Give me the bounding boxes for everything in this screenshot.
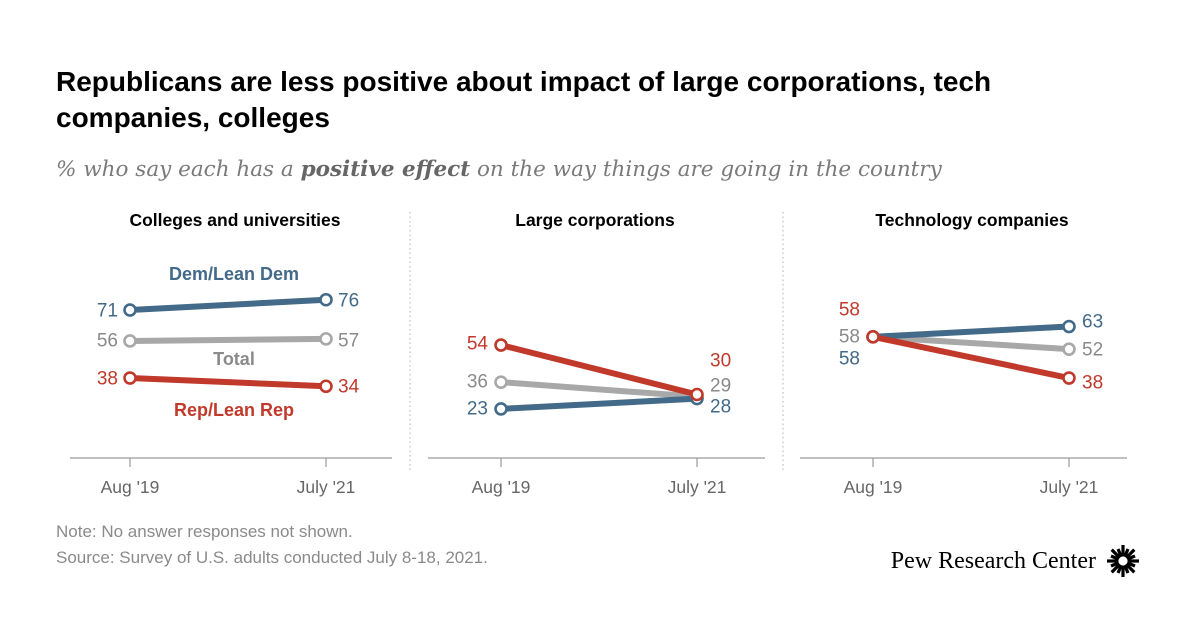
data-point-total: [319, 332, 333, 346]
data-point-dem: [123, 303, 137, 317]
sunburst-ray: [1116, 548, 1123, 558]
data-label-dem: 23: [467, 399, 488, 420]
pew-logo: Pew Research Center: [891, 544, 1140, 578]
subtitle-emphasis: positive effect: [300, 157, 471, 182]
series-line-total: [500, 379, 698, 400]
series-line-total: [129, 335, 327, 344]
sunburst-ray: [1125, 548, 1136, 559]
data-point-rep: [1062, 371, 1076, 385]
data-label-rep: 38: [97, 369, 118, 390]
x-tick-label: July '21: [1040, 477, 1099, 497]
series-name-total: Total: [213, 349, 255, 369]
data-label-rep: 54: [467, 334, 489, 355]
subtitle-suffix: on the way things are going in the count…: [470, 157, 942, 182]
sunburst-ray: [1123, 564, 1130, 574]
data-label-rep: 34: [338, 377, 360, 398]
data-label-rep: 58: [839, 300, 860, 321]
sunburst-ray: [1110, 563, 1121, 574]
data-label-dem: 76: [338, 291, 359, 312]
sunburst-ray: [1110, 554, 1120, 561]
data-point-total: [123, 334, 137, 348]
sunburst-ray: [1110, 548, 1121, 559]
x-tick-label: Aug '19: [844, 477, 903, 497]
chart-subtitle: % who say each has a positive effect on …: [56, 157, 942, 182]
note-text: Note: No answer responses not shown.: [56, 522, 353, 541]
series-line-dem: [129, 296, 327, 314]
sunburst-icon: [1107, 545, 1139, 577]
data-point-rep: [494, 338, 508, 352]
data-label-total: 58: [839, 327, 860, 348]
data-point-rep: [690, 387, 704, 402]
data-point-rep: [319, 379, 333, 394]
series-name-rep: Rep/Lean Rep: [174, 400, 294, 420]
panel-title: Technology companies: [875, 210, 1068, 230]
x-tick-label: July '21: [668, 477, 727, 497]
data-label-total: 57: [338, 331, 359, 352]
data-point-rep: [123, 371, 137, 385]
data-label-rep: 30: [710, 351, 731, 372]
small-multiple-charts: Colleges and universities Aug '19 July '21…: [70, 210, 1127, 497]
sunburst-ray: [1126, 561, 1136, 568]
sunburst-ray: [1123, 548, 1130, 558]
data-point-total: [494, 375, 508, 389]
data-label-total: 56: [97, 331, 118, 352]
data-label-dem: 58: [839, 349, 860, 370]
data-label-dem: 28: [710, 397, 731, 418]
sunburst-ray: [1110, 561, 1120, 568]
data-point-dem: [1062, 319, 1076, 334]
panel-title: Large corporations: [515, 210, 675, 230]
data-label-total: 36: [467, 372, 488, 393]
data-label-dem: 71: [97, 301, 118, 322]
subtitle-prefix: % who say each has a: [56, 157, 301, 182]
x-tick-label: Aug '19: [472, 477, 531, 497]
sunburst-ray: [1116, 564, 1123, 574]
series-line-total: [872, 333, 1070, 353]
data-point-dem: [319, 292, 333, 307]
data-point-dem: [494, 402, 508, 416]
footnotes: Note: No answer responses not shown. Sou…: [56, 519, 488, 571]
data-label-rep: 38: [1082, 373, 1103, 394]
source-text: Source: Survey of U.S. adults conducted …: [56, 548, 488, 567]
data-point-total: [1062, 342, 1076, 356]
panel-title: Colleges and universities: [129, 210, 340, 230]
series-line-dem: [500, 395, 698, 412]
x-tick-label: July '21: [297, 477, 356, 497]
data-label-dem: 63: [1082, 312, 1103, 333]
x-tick-label: Aug '19: [101, 477, 160, 497]
logo-text: Pew Research Center: [890, 547, 1096, 574]
series-line-rep: [129, 375, 327, 390]
sunburst-ray: [1125, 563, 1136, 574]
series-name-dem: Dem/Lean Dem: [169, 264, 299, 284]
series-line-rep: [500, 342, 698, 398]
series-line-rep: [872, 333, 1070, 381]
data-point-rep: [866, 330, 880, 344]
data-label-total: 52: [1082, 340, 1103, 361]
series-line-dem: [872, 323, 1070, 340]
sunburst-ray: [1126, 554, 1136, 561]
data-label-total: 29: [710, 376, 731, 397]
chart-title: Republicans are less positive about impa…: [56, 66, 992, 133]
